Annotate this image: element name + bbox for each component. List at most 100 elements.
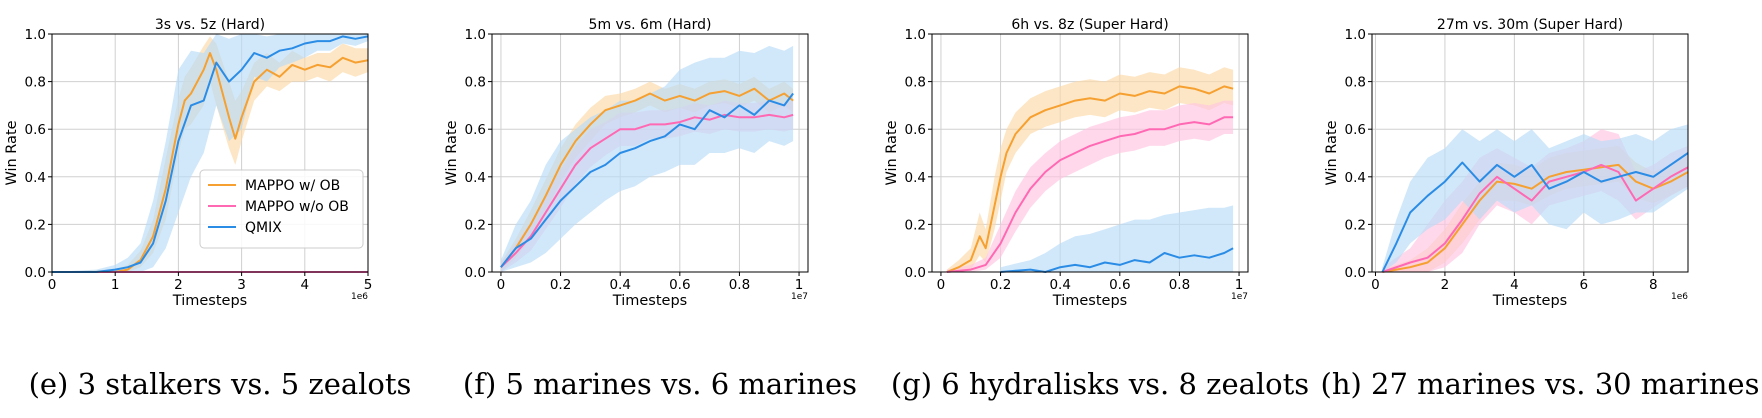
x-axis-label: Timesteps bbox=[1492, 293, 1567, 309]
chart-svg: 0 0.2 0.4 0.6 0.8 1 0.0 0.2 0.4 0.6 0.8 1.0 5m vs. 6… bbox=[444, 17, 809, 309]
chart-svg: 0 2 4 6 8 0.0 0.2 0.4 0.6 0.8 1.0 27m vs. 30m (Supe… bbox=[1324, 17, 1689, 309]
x-tick-label: 0.2 bbox=[990, 277, 1011, 293]
chart-panel-3s-vs-5z: 0 1 2 3 4 5 0.0 0.2 0.4 0.6 0.8 1.0 3s vs. 5z (Hard)… bbox=[0, 0, 440, 418]
y-tick-label: 1.0 bbox=[25, 27, 46, 43]
y-tick-label: 0.0 bbox=[1345, 265, 1366, 281]
chart-title: 3s vs. 5z (Hard) bbox=[155, 17, 265, 33]
series-line bbox=[1000, 247, 1234, 273]
y-tick-label: 0.4 bbox=[465, 170, 486, 186]
y-tick-label: 0.6 bbox=[905, 122, 926, 138]
series-line bbox=[1382, 163, 1688, 273]
y-tick-label: 0.4 bbox=[905, 170, 926, 186]
chart-caption: (f) 5 marines vs. 6 marines bbox=[462, 367, 858, 401]
x-axis-multiplier: 1e7 bbox=[1231, 292, 1248, 302]
series-line bbox=[500, 87, 794, 268]
y-tick-label: 0.6 bbox=[465, 122, 486, 138]
x-tick-label: 4 bbox=[1510, 277, 1519, 293]
x-tick-label: 2 bbox=[174, 277, 183, 293]
legend-label: MAPPO w/o OB bbox=[245, 199, 349, 215]
y-tick-label: 0.6 bbox=[25, 122, 46, 138]
y-tick-label: 0.0 bbox=[25, 265, 46, 281]
x-tick-label: 1 bbox=[1235, 277, 1244, 293]
x-tick-label: 2 bbox=[1441, 277, 1450, 293]
confidence-band bbox=[500, 45, 794, 273]
y-tick-label: 0.8 bbox=[905, 75, 926, 91]
series-line bbox=[946, 85, 1234, 273]
x-axis-label: Timesteps bbox=[1052, 293, 1127, 309]
axes-frame bbox=[51, 33, 369, 273]
axes-frame bbox=[491, 33, 809, 273]
x-tick-label: 0.6 bbox=[1109, 277, 1130, 293]
chart-title: 6h vs. 8z (Super Hard) bbox=[1011, 17, 1168, 33]
series-line bbox=[1382, 163, 1688, 273]
y-tick-label: 1.0 bbox=[465, 27, 486, 43]
chart-caption: (h) 27 marines vs. 30 marines bbox=[1320, 367, 1760, 401]
x-tick-label: 0.8 bbox=[1169, 277, 1190, 293]
y-tick-label: 0.8 bbox=[1345, 75, 1366, 91]
chart-title: 5m vs. 6m (Hard) bbox=[589, 17, 712, 33]
x-axis-multiplier: 1e6 bbox=[351, 292, 368, 302]
chart-caption: (g) 6 hydralisks vs. 8 zealots bbox=[890, 367, 1310, 401]
x-tick-label: 0 bbox=[48, 277, 57, 293]
series-line bbox=[500, 92, 794, 268]
x-axis-multiplier: 1e7 bbox=[791, 292, 808, 302]
legend-label: MAPPO w/ OB bbox=[245, 178, 340, 194]
x-tick-label: 8 bbox=[1649, 277, 1658, 293]
chart-panel-6h-vs-8z: 0 0.2 0.4 0.6 0.8 1 0.0 0.2 0.4 0.6 0.8 1.0 6h vs. 8… bbox=[880, 0, 1320, 418]
y-tick-label: 0.4 bbox=[1345, 170, 1366, 186]
chart-caption: (e) 3 stalkers vs. 5 zealots bbox=[28, 367, 412, 401]
y-axis-label: Win Rate bbox=[884, 120, 900, 185]
x-tick-label: 0 bbox=[497, 277, 506, 293]
confidence-band bbox=[1000, 205, 1234, 272]
y-tick-label: 0.2 bbox=[1345, 217, 1366, 233]
confidence-band bbox=[52, 36, 368, 273]
y-tick-label: 0.0 bbox=[905, 265, 926, 281]
x-tick-label: 0 bbox=[1371, 277, 1380, 293]
y-tick-label: 0.8 bbox=[465, 75, 486, 91]
plot-area bbox=[946, 67, 1234, 273]
chart-panel-27m-vs-30m: 0 2 4 6 8 0.0 0.2 0.4 0.6 0.8 1.0 27m vs. 30m (Supe… bbox=[1320, 0, 1760, 418]
legend: MAPPO w/ OB MAPPO w/o OB QMIX bbox=[199, 169, 364, 249]
x-tick-label: 0.2 bbox=[550, 277, 571, 293]
chart-svg: 0 1 2 3 4 5 0.0 0.2 0.4 0.6 0.8 1.0 3s vs. 5z (Hard)… bbox=[4, 17, 373, 309]
y-tick-label: 0.2 bbox=[465, 217, 486, 233]
x-tick-label: 1 bbox=[795, 277, 804, 293]
y-tick-label: 0.4 bbox=[25, 170, 46, 186]
series-line bbox=[52, 35, 368, 273]
x-tick-label: 0.6 bbox=[669, 277, 690, 293]
legend-label: QMIX bbox=[245, 220, 282, 236]
plot-area bbox=[1381, 124, 1688, 273]
axes-frame bbox=[931, 33, 1249, 273]
plot-area bbox=[500, 45, 794, 273]
series-line bbox=[1381, 152, 1688, 273]
x-tick-label: 6 bbox=[1580, 277, 1589, 293]
y-tick-label: 0.2 bbox=[905, 217, 926, 233]
x-tick-label: 0.4 bbox=[609, 277, 630, 293]
x-tick-label: 0 bbox=[937, 277, 946, 293]
confidence-band bbox=[946, 100, 1234, 272]
y-tick-label: 1.0 bbox=[1345, 27, 1366, 43]
x-tick-label: 1 bbox=[111, 277, 120, 293]
series-line bbox=[500, 113, 794, 268]
x-axis-label: Timesteps bbox=[612, 293, 687, 309]
chart-svg: 0 0.2 0.4 0.6 0.8 1 0.0 0.2 0.4 0.6 0.8 1.0 6h vs. 8… bbox=[884, 17, 1249, 309]
x-tick-label: 0.8 bbox=[729, 277, 750, 293]
chart-panel-5m-vs-6m: 0 0.2 0.4 0.6 0.8 1 0.0 0.2 0.4 0.6 0.8 1.0 5m vs. 6… bbox=[440, 0, 880, 418]
y-tick-label: 0.0 bbox=[465, 265, 486, 281]
axes-frame bbox=[1371, 33, 1689, 273]
x-axis-label: Timesteps bbox=[172, 293, 247, 309]
y-tick-label: 0.2 bbox=[25, 217, 46, 233]
x-tick-label: 0.4 bbox=[1049, 277, 1070, 293]
y-tick-label: 0.6 bbox=[1345, 122, 1366, 138]
chart-title: 27m vs. 30m (Super Hard) bbox=[1437, 17, 1623, 33]
x-tick-label: 5 bbox=[364, 277, 373, 293]
y-axis-label: Win Rate bbox=[4, 120, 20, 185]
x-axis-multiplier: 1e6 bbox=[1671, 292, 1688, 302]
x-tick-label: 3 bbox=[237, 277, 246, 293]
y-tick-label: 1.0 bbox=[905, 27, 926, 43]
x-tick-label: 4 bbox=[301, 277, 310, 293]
confidence-band bbox=[946, 67, 1234, 272]
y-axis-label: Win Rate bbox=[1324, 120, 1340, 185]
series-line bbox=[52, 52, 368, 273]
y-axis-label: Win Rate bbox=[444, 120, 460, 185]
